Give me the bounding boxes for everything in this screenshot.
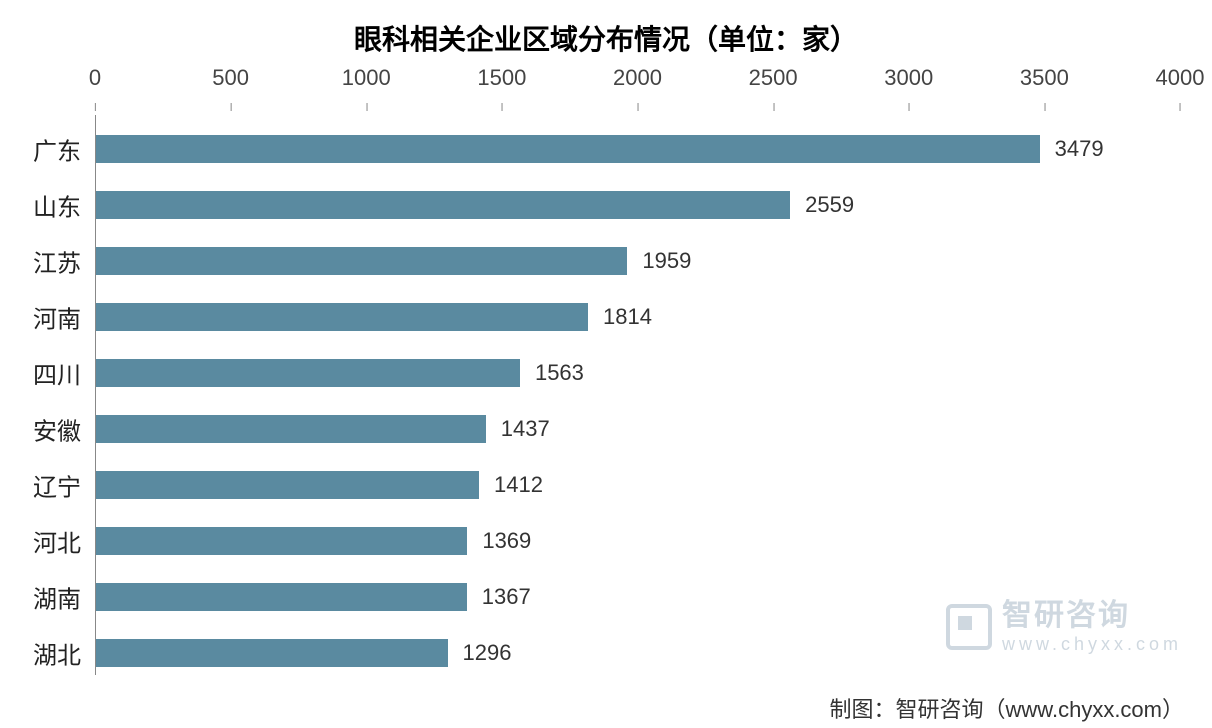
bar [96, 247, 627, 275]
x-tick: 1500 [477, 65, 526, 91]
value-label: 1563 [521, 360, 584, 386]
chart-container: 眼科相关企业区域分布情况（单位：家） 050010001500200025003… [0, 0, 1212, 728]
category-label: 安徽 [33, 412, 95, 447]
watermark: 智研咨询 www.chyxx.com [946, 598, 1182, 656]
category-label: 辽宁 [33, 468, 95, 503]
bar [96, 303, 588, 331]
chart-title: 眼科相关企业区域分布情况（单位：家） [0, 18, 1212, 58]
category-label: 山东 [33, 188, 95, 223]
bar [96, 135, 1040, 163]
bar [96, 191, 790, 219]
watermark-logo-icon [946, 604, 992, 650]
bar [96, 639, 448, 667]
category-label: 广东 [33, 132, 95, 167]
bar [96, 471, 479, 499]
value-label: 1367 [468, 584, 531, 610]
bar [96, 359, 520, 387]
value-label: 3479 [1041, 136, 1104, 162]
watermark-url: www.chyxx.com [1002, 634, 1182, 656]
value-label: 1369 [468, 528, 531, 554]
x-tick: 3500 [1020, 65, 1069, 91]
value-label: 1437 [487, 416, 550, 442]
category-label: 湖北 [33, 636, 95, 671]
x-tick: 2500 [749, 65, 798, 91]
category-label: 江苏 [33, 244, 95, 279]
value-label: 2559 [791, 192, 854, 218]
bar [96, 583, 467, 611]
credit-text: 制图：智研咨询（www.chyxx.com） [830, 692, 1184, 724]
x-tick: 3000 [884, 65, 933, 91]
plot-area: 05001000150020002500300035004000广东3479山东… [95, 115, 1180, 675]
x-tick: 500 [212, 65, 249, 91]
watermark-text: 智研咨询 www.chyxx.com [1002, 598, 1182, 656]
category-label: 四川 [33, 356, 95, 391]
x-tick: 0 [89, 65, 101, 91]
value-label: 1412 [480, 472, 543, 498]
value-label: 1296 [449, 640, 512, 666]
x-axis-line [95, 111, 1180, 112]
value-label: 1959 [628, 248, 691, 274]
x-tick: 4000 [1156, 65, 1205, 91]
x-tick: 1000 [342, 65, 391, 91]
watermark-brand: 智研咨询 [1002, 598, 1182, 634]
category-label: 河北 [33, 524, 95, 559]
category-label: 河南 [33, 300, 95, 335]
bar [96, 415, 486, 443]
value-label: 1814 [589, 304, 652, 330]
category-label: 湖南 [33, 580, 95, 615]
bar [96, 527, 467, 555]
x-tick: 2000 [613, 65, 662, 91]
